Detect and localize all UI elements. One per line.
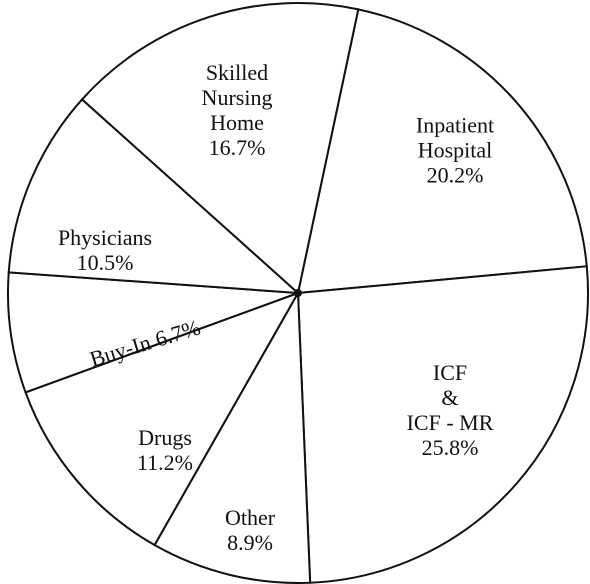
slice-label: Skilled Nursing Home 16.7% [202, 60, 273, 160]
category-label: Physicians [57, 225, 153, 250]
category-label: Inpatient Hospital [415, 112, 495, 163]
pie-slice [7, 97, 301, 295]
category-label: ICF & ICF - MR [406, 360, 494, 435]
pie-slice [153, 289, 312, 584]
pie-slice [80, 2, 360, 295]
slice-label: Other 8.9% [225, 505, 275, 555]
pie-slice [296, 8, 588, 295]
slice-label: Drugs 11.2% [137, 425, 193, 475]
value-label: 16.7% [208, 135, 266, 160]
value-label: 8.9% [227, 530, 273, 555]
pie-slice [296, 265, 589, 584]
pie-slice [24, 291, 301, 547]
value-label: 20.2% [426, 162, 484, 188]
pie-center [294, 289, 302, 297]
pie-slice [7, 271, 299, 394]
slice-label: Physicians 10.5% [58, 225, 152, 275]
value-label: 10.5% [76, 250, 134, 275]
value-label: 25.8% [421, 435, 479, 460]
slice-label: Inpatient Hospital 20.2% [416, 113, 494, 188]
slice-label: ICF & ICF - MR 25.8% [407, 360, 494, 460]
category-label: Drugs [138, 425, 192, 450]
value-label: 11.2% [136, 450, 194, 475]
category-label: Other [224, 505, 276, 530]
category-label: Skilled Nursing Home [201, 60, 273, 135]
